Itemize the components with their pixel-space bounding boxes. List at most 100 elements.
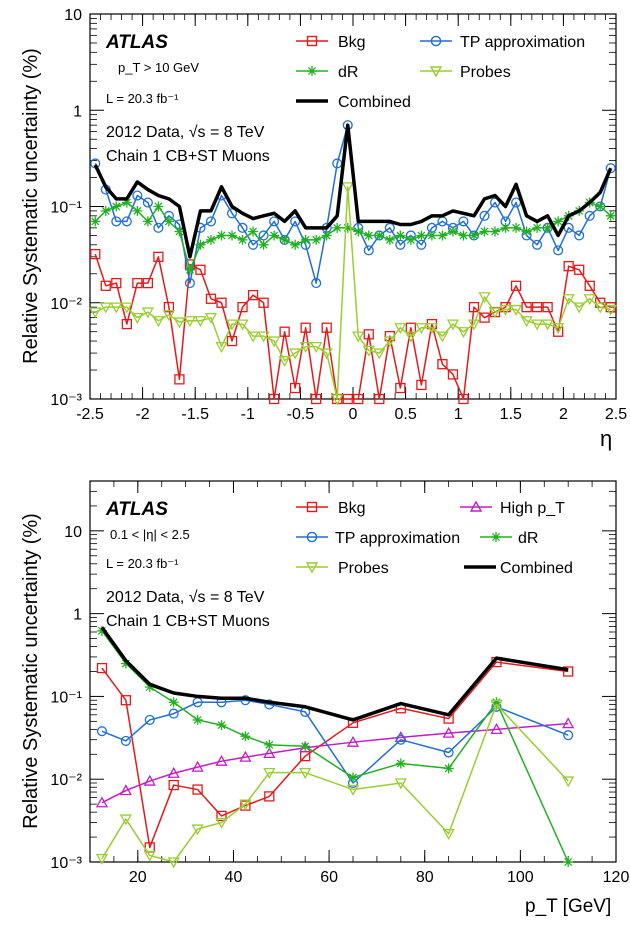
bottom-high-p-t-point — [143, 774, 156, 786]
top-probes-point — [467, 319, 481, 331]
top-legend: Bkg TP approximation dR Probes Combined — [296, 34, 585, 111]
top-bkg-point — [321, 322, 332, 333]
top-tp-approximation-point — [226, 208, 238, 219]
top-probes-point — [204, 313, 218, 324]
bottom-high-p-t-point — [346, 735, 360, 747]
top-bkg-point — [289, 382, 301, 394]
top-bkg-point — [437, 359, 448, 370]
data-label-top: 2012 Data, √s = 8 TeV — [106, 124, 265, 141]
top-dr-point — [595, 201, 606, 212]
legend-combined-bottom: Combined — [464, 560, 573, 577]
bottom-x-tick-label: 100 — [507, 869, 534, 886]
top-bkg-point — [458, 393, 469, 405]
bottom-dr-point — [240, 731, 251, 742]
top-tp-approximation-point — [111, 216, 122, 227]
top-dr-point — [132, 205, 143, 216]
x-axis-title-top: η — [600, 426, 612, 451]
bottom-probes-point — [299, 768, 312, 779]
lumi-label-bottom: L = 20.3 fb⁻¹ — [106, 556, 179, 571]
top-tp-approximation-point — [132, 190, 143, 201]
top-probes-point — [415, 323, 428, 335]
top-bkg-point — [342, 393, 353, 405]
bottom-tp-approximation-point — [96, 726, 108, 737]
top-bkg-point — [521, 302, 532, 313]
top-bkg-point — [121, 318, 132, 330]
bottom-x-tick-label: 120 — [603, 869, 630, 886]
top-bkg-point — [153, 251, 164, 262]
top-tp-approximation-point — [248, 239, 259, 250]
top-probes-point — [530, 319, 544, 331]
top-bkg-point — [542, 302, 553, 313]
top-probes-point — [194, 316, 207, 328]
top-dr-point — [511, 222, 522, 233]
bottom-probes-point — [346, 784, 360, 796]
top-probes-point — [331, 394, 344, 406]
legend-high-pt: High p_T — [460, 500, 565, 517]
bottom-bkg-point — [264, 791, 275, 802]
top-x-tick-label: -2 — [135, 406, 149, 423]
top-probes-point — [246, 331, 260, 343]
bottom-probes-point — [442, 829, 455, 840]
top-dr-point — [490, 226, 501, 237]
bottom-dr-point — [491, 697, 502, 708]
top-probes-point — [562, 294, 575, 306]
bottom-dr-point — [144, 681, 155, 692]
top-probes-point — [89, 307, 102, 319]
top-probes-point — [552, 323, 565, 335]
bottom-high-p-t-line — [101, 722, 569, 804]
top-series-probes — [89, 182, 617, 406]
top-x-tick-label: 2 — [559, 406, 568, 423]
top-bkg-point — [237, 302, 248, 313]
top-x-tick-label: -1.5 — [181, 406, 209, 423]
bottom-tp-approximation-point — [443, 747, 454, 758]
top-probes-point — [236, 319, 249, 331]
legend-label-bkg: Bkg — [338, 34, 366, 51]
bottom-dr-point — [563, 857, 574, 867]
top-tp-approximation-point — [142, 197, 153, 208]
top-probes-point — [141, 307, 154, 319]
bottom-high-p-t-point — [167, 766, 180, 778]
top-tp-approximation-point — [605, 163, 616, 174]
bottom-bkg-point — [96, 662, 108, 674]
top-dr-point — [447, 226, 458, 237]
top-probes-point — [604, 304, 617, 316]
top-dr-point — [521, 226, 532, 237]
top-tp-approximation-point — [237, 222, 248, 233]
bottom-dr-point — [96, 625, 107, 636]
bottom-x-tick-label: 20 — [129, 869, 147, 886]
top-dr-point — [384, 234, 395, 245]
legend-label-dr: dR — [338, 64, 358, 81]
top-dr-point — [111, 201, 122, 212]
top-probes-point — [436, 331, 449, 343]
top-dr-point — [532, 222, 543, 233]
bottom-probes-point — [119, 814, 132, 826]
top-probes-point — [446, 319, 460, 331]
legend-star-marker — [491, 532, 501, 542]
cut-label-top: p_T > 10 GeV — [118, 60, 199, 75]
top-probes-line — [94, 186, 611, 400]
top-dr-point — [248, 226, 259, 237]
top-probes-point — [425, 323, 439, 335]
top-dr-point — [153, 201, 164, 212]
bottom-bkg-point — [563, 666, 574, 677]
legend-probes: Probes — [420, 64, 511, 81]
top-dr-point — [468, 230, 479, 241]
top-probes-point — [478, 292, 491, 304]
bottom-dr-point — [300, 741, 311, 752]
top-probes-point — [162, 310, 176, 322]
top-probes-point — [320, 348, 333, 360]
top-bkg-point — [479, 312, 490, 323]
legend-dr: dR — [296, 64, 358, 81]
top-probes-point — [152, 316, 165, 328]
bottom-probes-point — [263, 768, 276, 779]
top-bkg-point — [111, 277, 122, 289]
top-probes-point — [341, 182, 354, 194]
top-bkg-point — [353, 393, 364, 405]
top-dr-point — [426, 230, 437, 241]
bottom-high-p-t-point — [95, 796, 109, 808]
bottom-high-p-t-point — [562, 717, 575, 729]
top-dr-point — [279, 234, 290, 245]
bottom-dr-line — [101, 630, 569, 863]
top-bkg-line — [94, 253, 612, 400]
bottom-x-tick-label: 40 — [225, 869, 243, 886]
